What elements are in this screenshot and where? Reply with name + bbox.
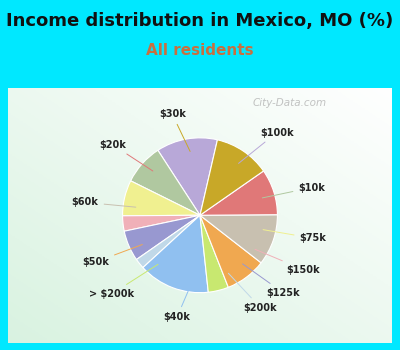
Text: $30k: $30k: [159, 109, 190, 152]
Wedge shape: [131, 150, 200, 215]
Text: $10k: $10k: [262, 183, 325, 198]
Text: $20k: $20k: [99, 140, 153, 171]
Wedge shape: [158, 138, 218, 215]
Text: $40k: $40k: [164, 279, 193, 322]
Text: $50k: $50k: [82, 245, 142, 267]
Wedge shape: [200, 215, 278, 263]
Text: $100k: $100k: [238, 127, 294, 163]
Wedge shape: [200, 140, 264, 215]
Wedge shape: [143, 215, 208, 293]
Text: $125k: $125k: [242, 264, 300, 298]
Wedge shape: [200, 215, 261, 287]
Text: $150k: $150k: [255, 249, 320, 275]
Text: $75k: $75k: [263, 230, 326, 243]
Wedge shape: [200, 171, 278, 215]
Wedge shape: [122, 215, 200, 231]
Text: Income distribution in Mexico, MO (%): Income distribution in Mexico, MO (%): [6, 12, 394, 30]
Text: City-Data.com: City-Data.com: [253, 98, 327, 108]
Wedge shape: [122, 181, 200, 216]
Text: $200k: $200k: [228, 273, 277, 313]
Wedge shape: [124, 215, 200, 259]
Wedge shape: [136, 215, 200, 268]
Text: All residents: All residents: [146, 43, 254, 58]
Text: $60k: $60k: [72, 197, 136, 207]
Text: > $200k: > $200k: [90, 264, 158, 299]
Wedge shape: [200, 215, 228, 292]
